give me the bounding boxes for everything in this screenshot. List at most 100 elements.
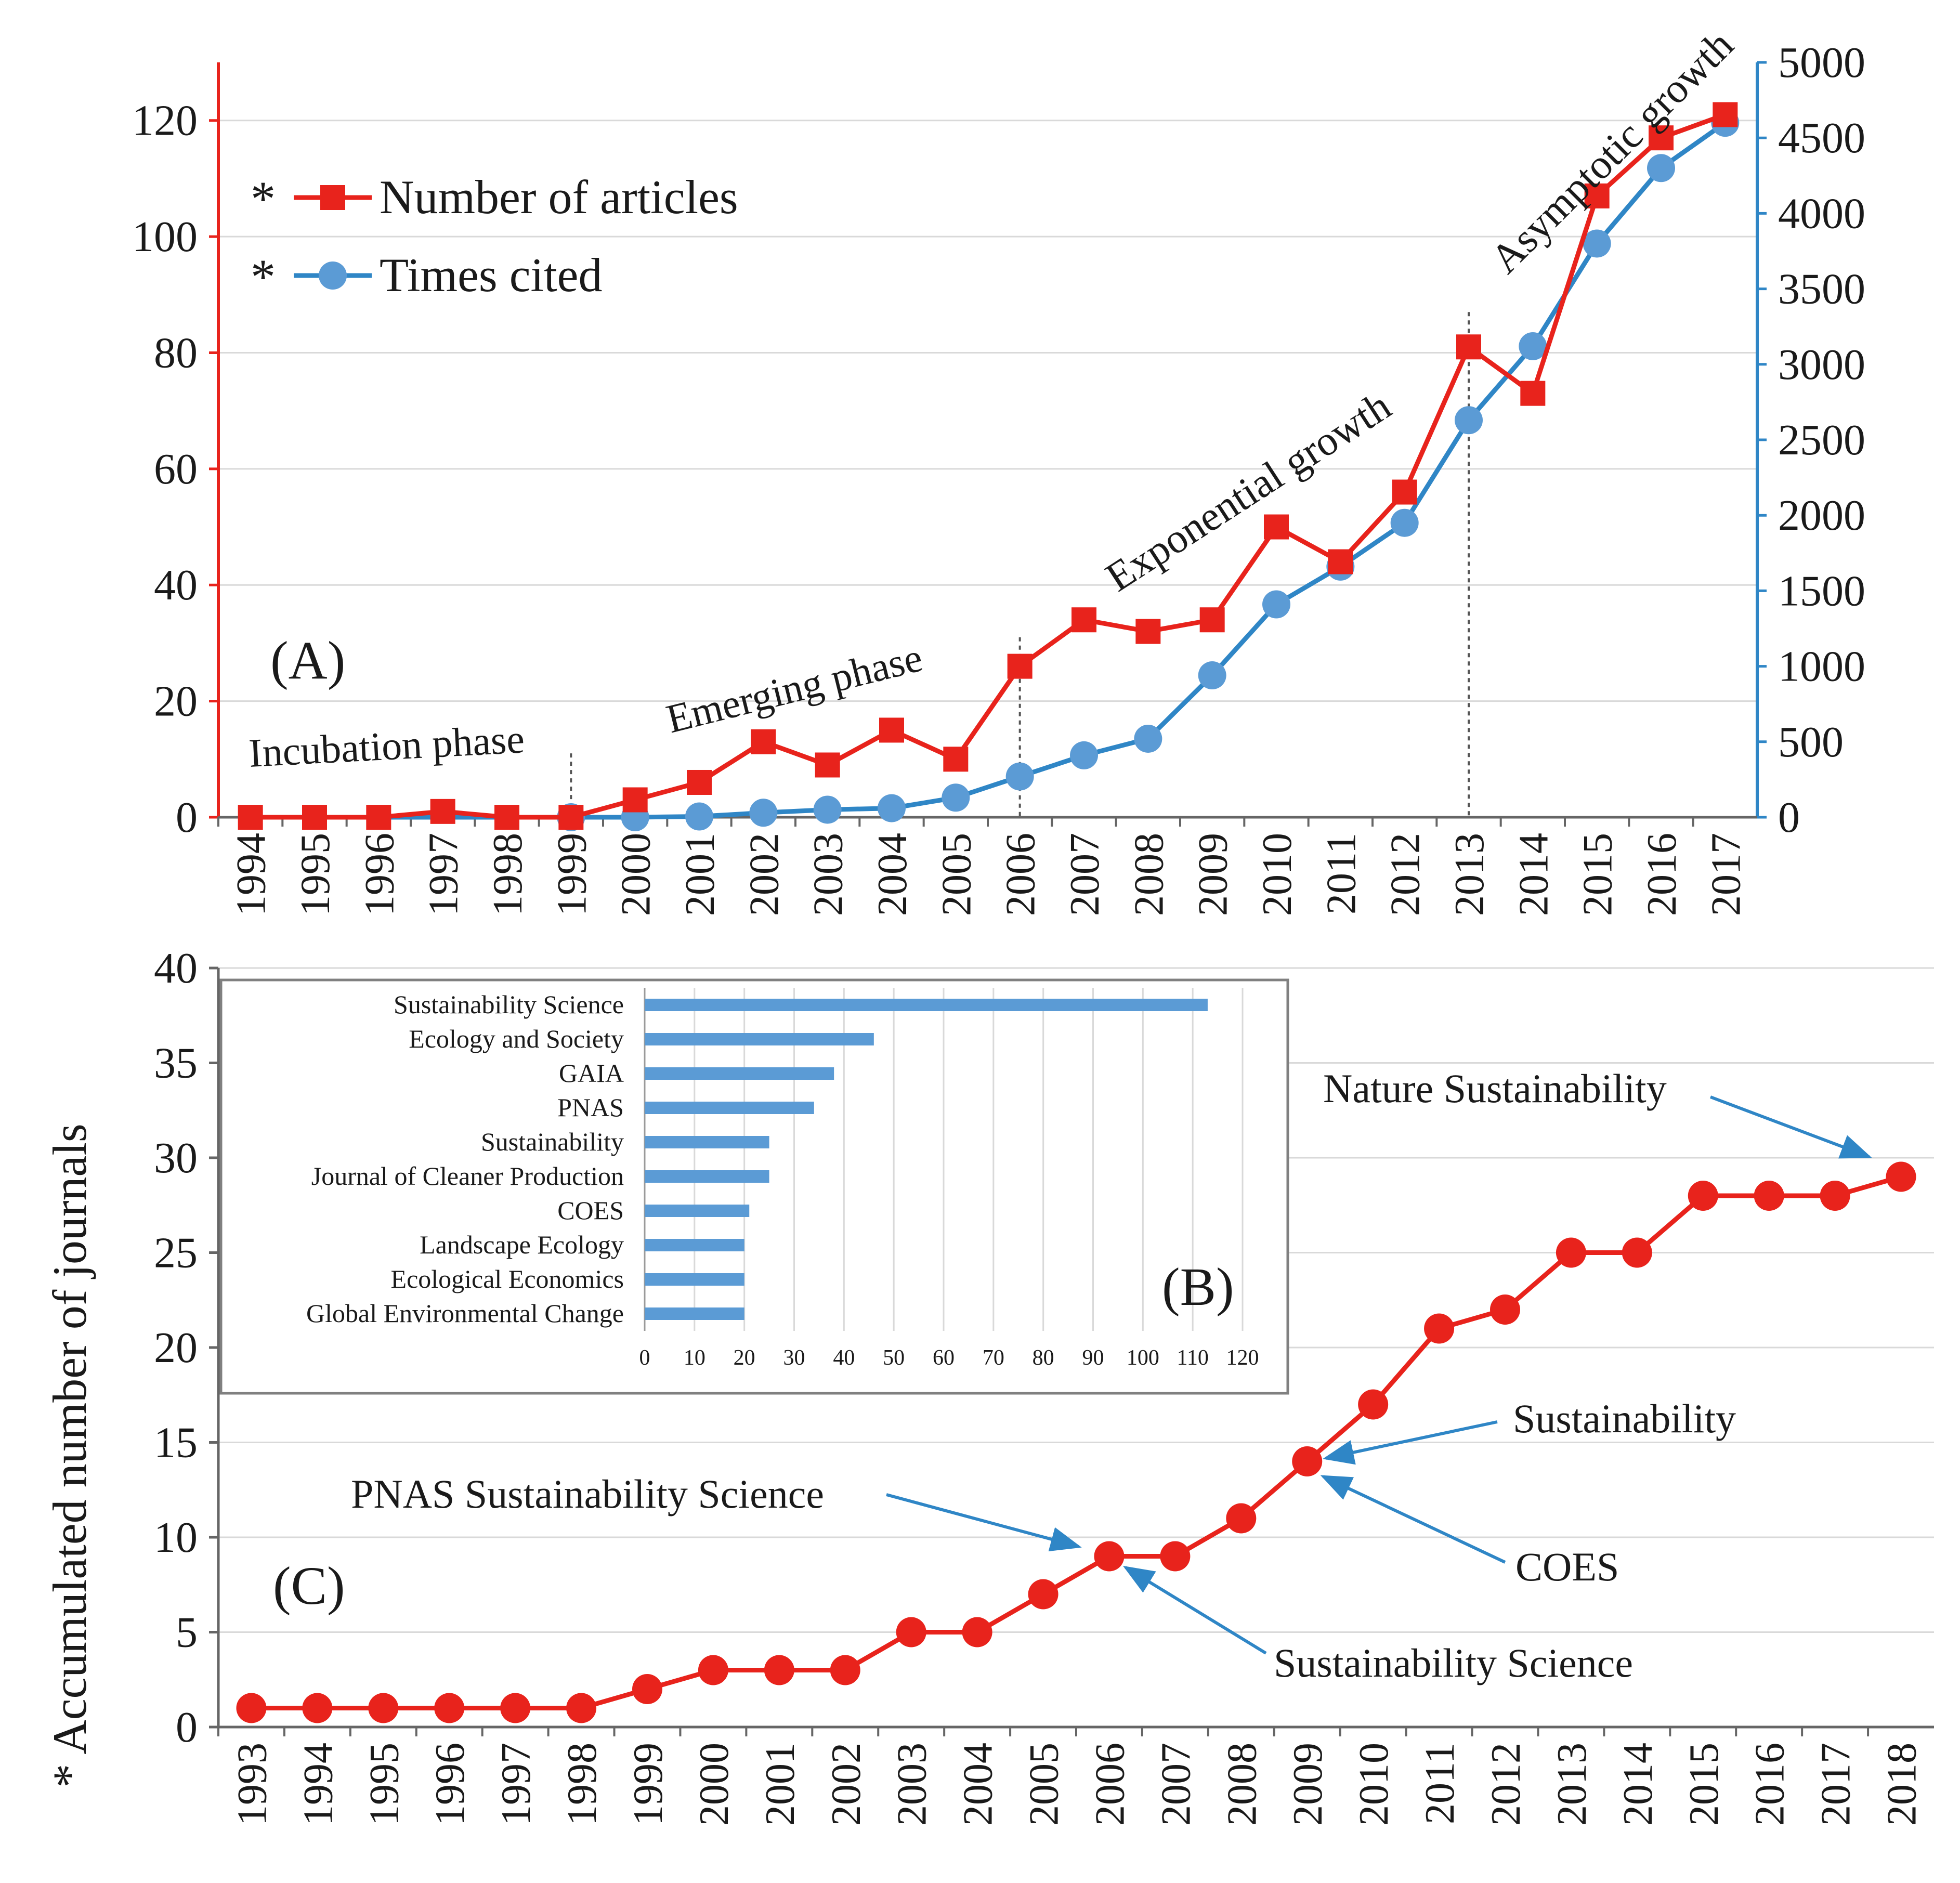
- articles-point: [943, 747, 969, 772]
- arrow-coes: [1320, 1475, 1506, 1564]
- annotation-coes: COES: [1515, 1544, 1619, 1589]
- times-cited-point: [1390, 508, 1419, 537]
- panel-a-x-tick-label: 1995: [293, 833, 338, 916]
- panel-b-category-label: COES: [557, 1196, 624, 1225]
- panel-b-bar: [645, 1067, 834, 1080]
- articles-point: [687, 769, 712, 795]
- annotation-asymptotic-growth: Asymptotic growth: [1482, 22, 1743, 282]
- articles-point: [1456, 334, 1481, 360]
- times-cited-point: [749, 799, 778, 827]
- panel-b-category-label: Journal of Cleaner Production: [311, 1161, 624, 1191]
- journals-point: [896, 1617, 926, 1647]
- panel-a-x-tick-label: 2003: [806, 833, 852, 916]
- panel-b-category-label: Sustainability: [481, 1127, 624, 1156]
- panel-b-x-tick-label: 0: [639, 1346, 650, 1370]
- articles-point: [1392, 479, 1417, 505]
- articles-point: [622, 787, 648, 813]
- times-cited-point: [1070, 741, 1098, 769]
- panel-c-x-tick-label: 2002: [824, 1743, 869, 1826]
- panel-a-x-tick-label: 2015: [1575, 833, 1621, 916]
- panel-a-x-tick-label: 2006: [998, 833, 1044, 916]
- panel-a-y-right-tick-label: 4000: [1778, 189, 1865, 238]
- panel-a-y-right-tick-label: 3000: [1778, 341, 1865, 389]
- panel-c-y-tick-label: 0: [176, 1703, 198, 1751]
- panel-a-x-tick-label: 2001: [677, 833, 723, 916]
- journals-point: [1358, 1389, 1389, 1420]
- panel-b-x-tick-label: 30: [783, 1346, 805, 1370]
- panel-a-y-left-tick-label: 100: [132, 213, 198, 261]
- legend-marker-cited: [319, 261, 347, 290]
- panel-c-x-tick-label: 2006: [1087, 1743, 1133, 1826]
- panel-a-x-tick-label: 2012: [1383, 833, 1429, 916]
- journals-point: [632, 1674, 662, 1704]
- panel-b-x-tick-label: 70: [983, 1346, 1004, 1370]
- panel-a-x-tick-label: 2017: [1703, 833, 1749, 916]
- panel-b-bar: [645, 1170, 769, 1183]
- articles-point: [1520, 381, 1546, 406]
- panel-b-x-tick-label: 50: [883, 1346, 905, 1370]
- articles-point: [1199, 607, 1225, 633]
- panel-c-x-tick-label: 1994: [295, 1743, 341, 1826]
- panel-a-axes: 0 20 40 60 80 100 120 0 500 1000 1500 2000 2500 3000 3…: [132, 38, 1865, 916]
- journals-point: [368, 1693, 399, 1723]
- articles-point: [1135, 619, 1161, 644]
- articles-point: [1007, 653, 1033, 679]
- panel-a-y-right-tick-label: 5000: [1778, 38, 1865, 87]
- panel-a-x-tick-label: 2011: [1318, 833, 1364, 914]
- panel-a-x-tick-label: 2016: [1639, 833, 1685, 916]
- panel-a-x-tick-label: 2002: [741, 833, 787, 916]
- panel-c-label: (C): [273, 1556, 345, 1616]
- journals-point: [1622, 1237, 1652, 1268]
- panel-c-x-tick-label: 2009: [1285, 1743, 1331, 1826]
- panel-a-y-right-tick-label: 1500: [1778, 567, 1865, 615]
- panel-b-bar: [645, 1102, 814, 1114]
- panel-a-y-left-tick-label: 40: [154, 561, 198, 609]
- panel-b-label: (B): [1162, 1257, 1234, 1317]
- panel-c-y-tick-label: 20: [154, 1324, 198, 1372]
- panel-b-category-label: Ecology and Society: [409, 1024, 624, 1053]
- panel-c-x-tick-label: 2012: [1483, 1743, 1529, 1826]
- articles-point: [238, 805, 263, 830]
- articles-point: [1713, 102, 1738, 127]
- arrow-nature-sustainability: [1709, 1095, 1872, 1159]
- panel-b-x-tick-label: 90: [1082, 1346, 1104, 1370]
- panel-a-y-left-tick-label: 20: [154, 677, 198, 726]
- panel-a-x-tick-label: 1998: [485, 833, 531, 916]
- panel-c-y-axis-title: * Accumulated number of journals: [43, 1123, 96, 1787]
- panel-b-bar: [645, 1033, 874, 1045]
- articles-point: [1072, 607, 1096, 633]
- times-cited-point: [1519, 332, 1547, 360]
- panel-c-x-tick-label: 2007: [1153, 1743, 1199, 1826]
- annotation-pnas-sustainability-science: PNAS Sustainability Science: [351, 1471, 824, 1516]
- panel-b-bar: [645, 999, 1208, 1011]
- panel-b-bar: [645, 1307, 744, 1320]
- articles-point: [1649, 125, 1674, 151]
- articles-point: [815, 752, 840, 778]
- journals-point: [1820, 1181, 1850, 1211]
- times-cited-point: [1005, 762, 1034, 791]
- panel-b-category-label: Ecological Economics: [391, 1264, 624, 1293]
- panel-a-x-tick-label: 2007: [1062, 833, 1108, 916]
- panel-a-y-right-tick-label: 2000: [1778, 491, 1865, 540]
- panel-b-bar: [645, 1239, 744, 1251]
- journals-point: [500, 1693, 531, 1723]
- legend-label-cited: Times cited: [380, 249, 603, 302]
- panel-a-x-tick-label: 1997: [421, 833, 467, 916]
- panel-b-bars: [645, 999, 1208, 1320]
- panel-a-series: [238, 102, 1740, 831]
- panel-c-x-tick-label: 2010: [1351, 1743, 1397, 1826]
- panel-a-y-left-tick-label: 120: [132, 97, 198, 145]
- panel-b-category-label: PNAS: [557, 1093, 624, 1122]
- panel-a-x-tick-label: 2009: [1191, 833, 1236, 916]
- panel-b-x-tick-label: 120: [1226, 1346, 1259, 1370]
- journals-point: [236, 1693, 267, 1723]
- journals-point: [698, 1655, 728, 1685]
- times-cited-point: [942, 783, 970, 812]
- panel-b-x-tick-label: 60: [933, 1346, 955, 1370]
- times-cited-point: [1583, 229, 1611, 258]
- annotation-sustainability-science: Sustainability Science: [1274, 1640, 1633, 1685]
- panel-b-category-label: Sustainability Science: [394, 990, 624, 1019]
- panel-a-y-right-tick-label: 3500: [1778, 265, 1865, 313]
- journals-point: [566, 1693, 597, 1723]
- panel-b-category-label: Global Environmental Change: [306, 1299, 624, 1328]
